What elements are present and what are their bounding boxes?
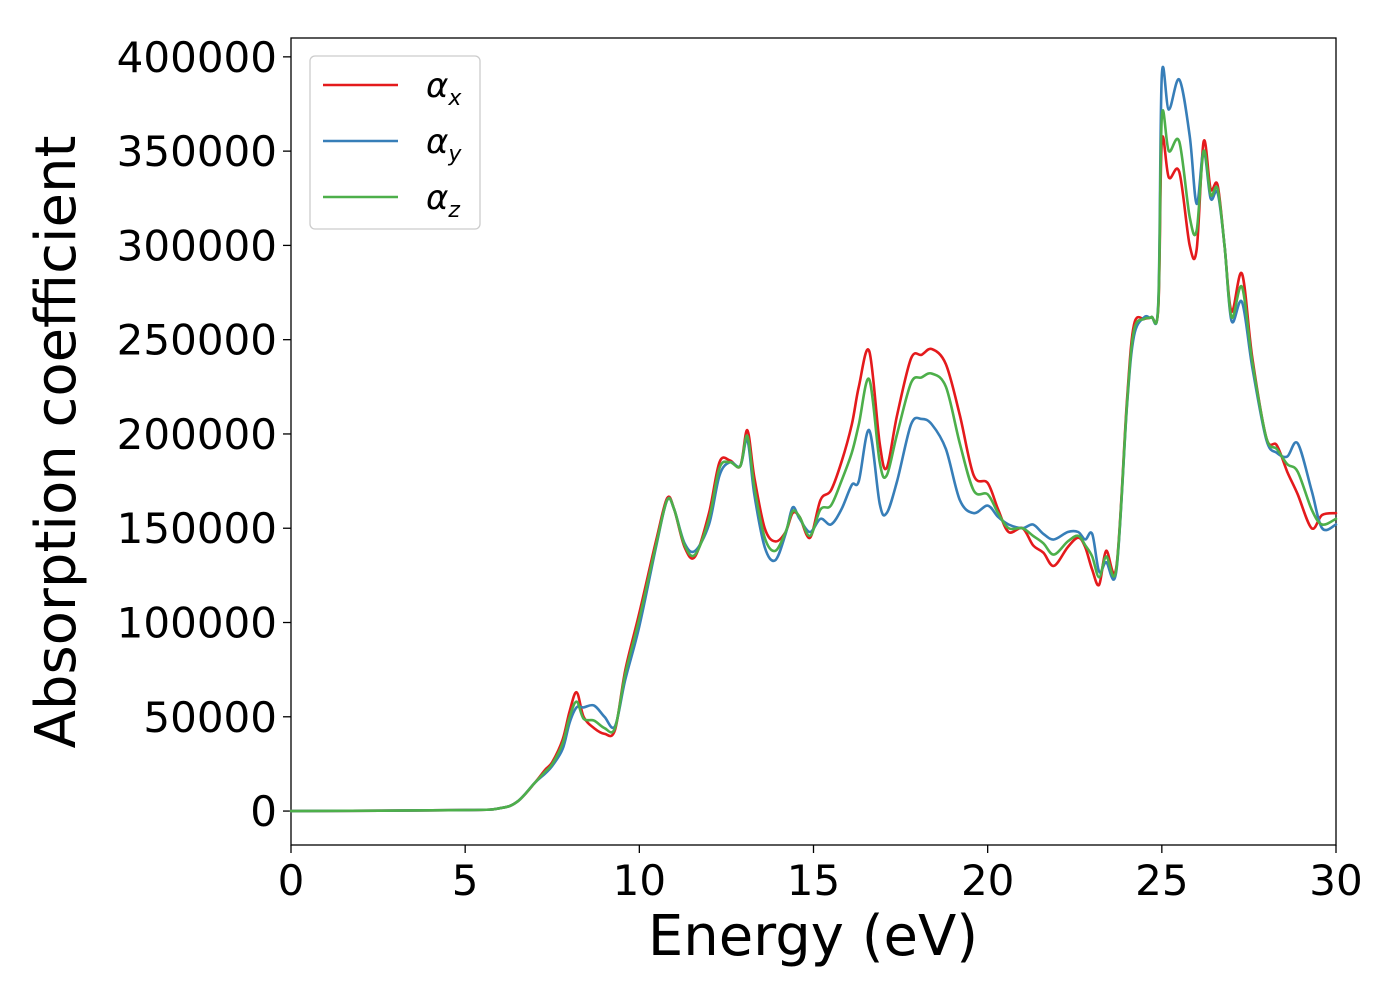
- x-tick-label: 0: [278, 856, 305, 905]
- plot-area: 0 5 10 15 20 25 30 0 50000 100000 150000 200000 250…: [117, 33, 1363, 905]
- x-tick-label: 25: [1135, 856, 1188, 905]
- y-tick-label: 400000: [117, 33, 277, 82]
- x-tick-label: 15: [787, 856, 840, 905]
- y-axis-title: Absorption coefficient: [24, 136, 89, 749]
- legend: αx αy αz: [309, 55, 481, 230]
- x-tick-label: 30: [1309, 856, 1362, 905]
- x-tick-label: 5: [452, 856, 479, 905]
- x-tick-label: 10: [613, 856, 666, 905]
- series-lines: [289, 65, 1338, 813]
- y-tick-label: 100000: [117, 599, 277, 648]
- legend-label-x: αx: [426, 66, 462, 111]
- y-tick-label: 50000: [143, 693, 277, 742]
- y-tick-label: 250000: [117, 316, 277, 365]
- series-line-z: [289, 109, 1338, 813]
- y-axis: 0 50000 100000 150000 200000 250000 300000 3500…: [117, 33, 291, 836]
- y-tick-label: 0: [250, 787, 277, 836]
- legend-label-z: αz: [426, 178, 460, 223]
- y-tick-label: 300000: [117, 221, 277, 270]
- legend-box: [309, 55, 481, 230]
- x-axis-title: Energy (eV): [648, 904, 978, 969]
- legend-label-y: αy: [426, 122, 462, 167]
- y-tick-label: 150000: [117, 504, 277, 553]
- y-tick-label: 200000: [117, 410, 277, 459]
- x-tick-label: 20: [961, 856, 1014, 905]
- x-axis: 0 5 10 15 20 25 30: [278, 845, 1363, 905]
- y-tick-label: 350000: [117, 127, 277, 176]
